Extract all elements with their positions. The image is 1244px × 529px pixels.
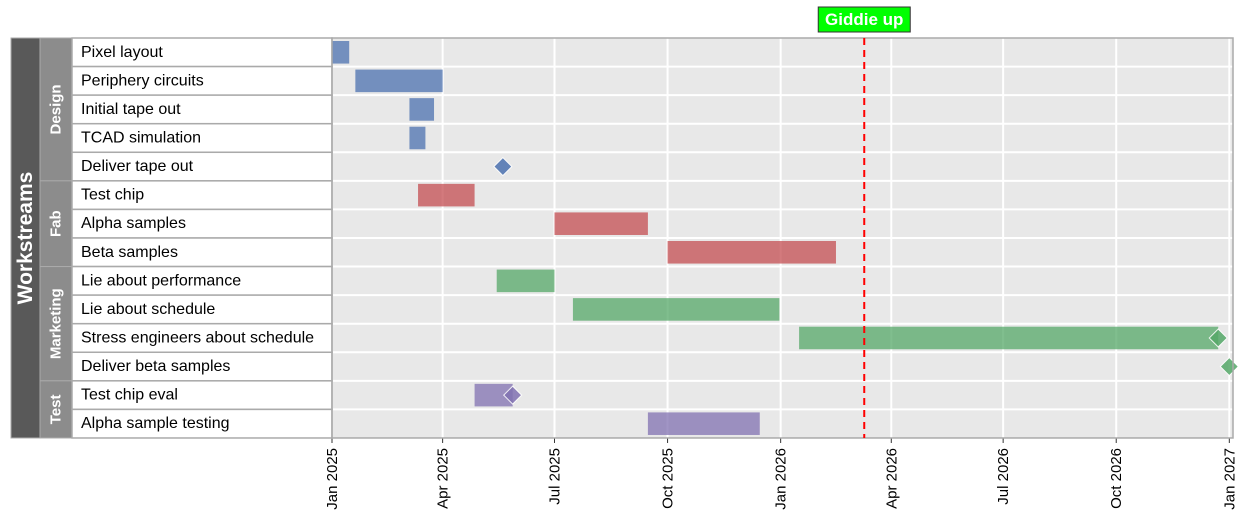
milestone-marker [1208,328,1228,348]
task-label-cell [71,180,333,211]
task-label-cell [71,237,333,268]
x-tick-label: Jan 2026 [773,448,790,510]
task-label: Pixel layout [81,44,163,61]
group-box [39,37,73,182]
task-bar [409,98,435,121]
x-tick-label: Oct 2026 [1108,448,1125,509]
task-label: Alpha sample testing [81,415,230,432]
task-bar [474,383,513,407]
task-label: Stress engineers about schedule [81,329,314,346]
task-label-cell [71,408,333,439]
task-label: Deliver beta samples [81,358,230,375]
task-label: TCAD simulation [81,129,201,146]
milestone-marker [502,385,523,405]
group-label: Test [48,395,65,425]
task-label: Periphery circuits [81,72,204,89]
task-label-cell [71,151,333,182]
task-bar [647,412,760,435]
plot-border [331,37,1234,439]
today-label: Giddie up [825,10,903,29]
task-bar [418,183,475,207]
task-label: Initial tape out [81,101,181,118]
task-bar [554,212,648,235]
x-tick-label: Oct 2025 [660,448,677,509]
milestone-marker [493,156,513,177]
task-bar [667,240,836,264]
task-bar [409,126,426,150]
task-label: Alpha samples [81,215,186,232]
today-label-box [817,6,911,33]
group-box [39,380,73,439]
task-label: Lie about performance [81,272,241,289]
task-label: Deliver tape out [81,158,194,175]
x-tick-label: Apr 2026 [883,448,900,509]
task-label-cell [71,351,333,382]
task-label-cell [71,208,333,239]
x-tick-label: Jul 2025 [546,448,563,505]
task-label: Lie about schedule [81,301,215,318]
task-bar [799,326,1219,350]
task-label-cell [71,94,333,125]
x-tick-label: Jul 2026 [995,448,1012,505]
x-tick-label: Jan 2025 [324,448,341,510]
task-bar [496,269,555,293]
x-tick-label: Apr 2025 [435,448,452,509]
task-label-cell [71,265,333,296]
task-label: Beta samples [81,244,178,261]
task-bar [355,69,443,93]
task-label: Test chip [81,187,144,204]
outer-category-label: Workstreams [14,172,37,305]
x-tick-label: Jan 2027 [1221,448,1238,510]
task-bar [572,298,780,321]
task-label-cell [71,122,333,154]
task-bar [332,41,350,64]
group-label: Fab [48,210,65,237]
group-label: Design [48,84,65,134]
task-label: Test chip eval [81,387,178,404]
outer-category-box [10,37,41,439]
group-label: Marketing [48,288,65,359]
milestone-marker [1219,356,1240,377]
